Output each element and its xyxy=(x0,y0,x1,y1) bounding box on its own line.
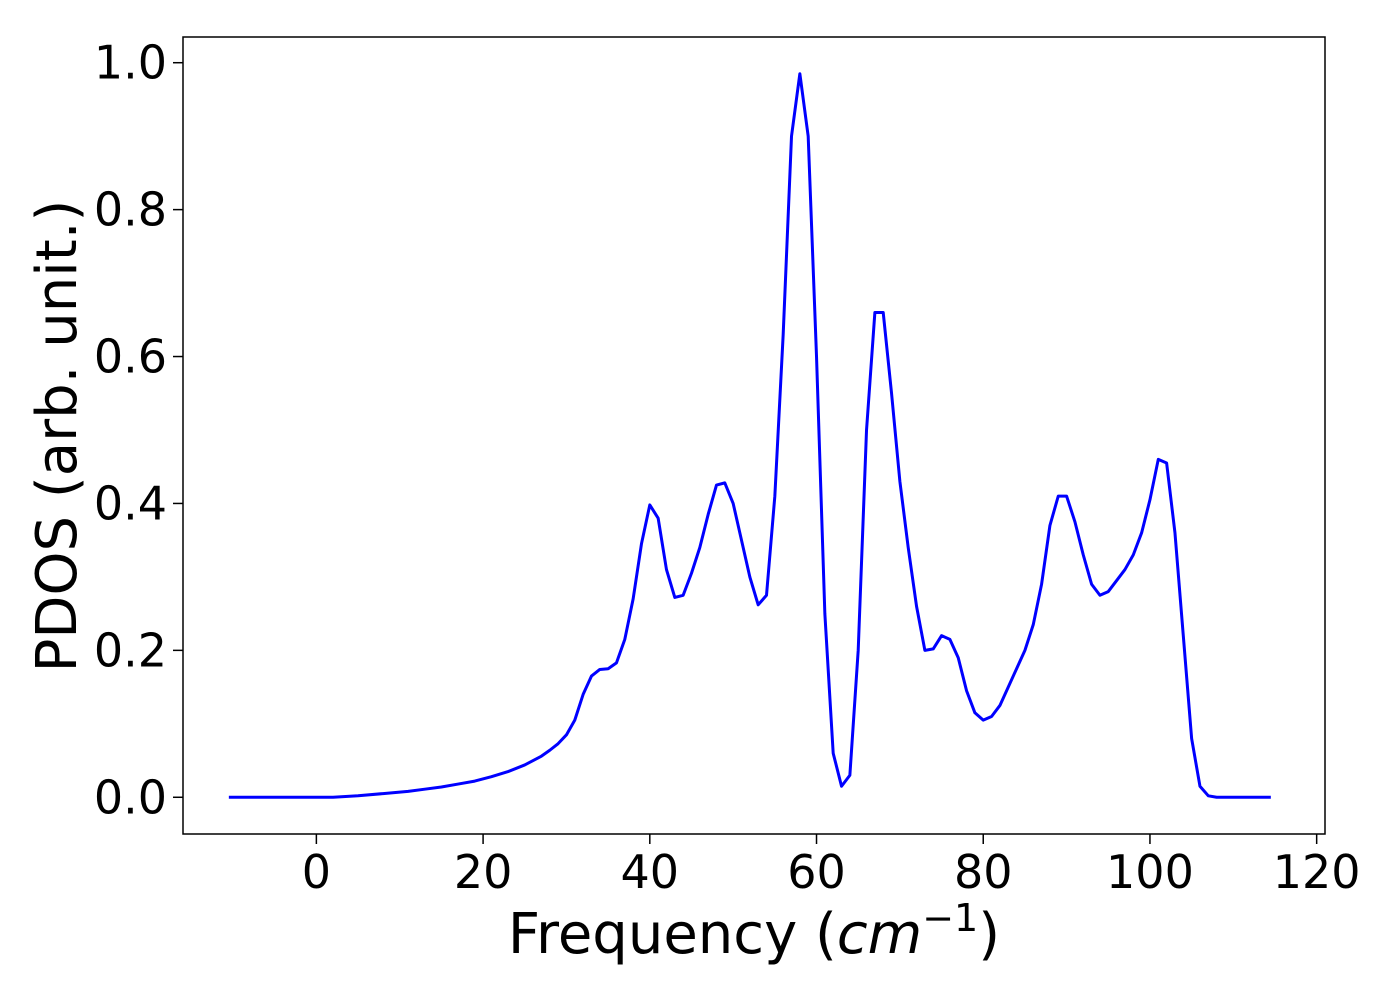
x-tick-label: 40 xyxy=(621,845,680,899)
x-tick-label: 20 xyxy=(454,845,513,899)
x-tick-label: 80 xyxy=(954,845,1013,899)
pdos-series-line xyxy=(228,72,1271,799)
x-axis-ticks: 0 20 40 60 80 100 120 xyxy=(302,834,1361,899)
x-axis-label: Frequency (cm−1) xyxy=(508,896,1000,967)
x-tick-label: 120 xyxy=(1273,845,1361,899)
plot-frame xyxy=(182,36,1326,835)
y-tick-label: 0.6 xyxy=(94,330,167,384)
y-tick-label: 0.4 xyxy=(94,476,167,530)
x-axis-label-text: Frequency xyxy=(508,902,797,967)
y-tick-label: 0.2 xyxy=(94,623,167,677)
y-tick-label: 0.0 xyxy=(94,770,167,824)
y-tick-label: 1.0 xyxy=(94,36,167,90)
y-axis-label: PDOS (arb. unit.) xyxy=(25,200,90,673)
x-axis-label-unit: cm xyxy=(837,902,922,967)
y-axis-ticks: 0.0 0.2 0.4 0.6 0.8 1.0 xyxy=(94,36,183,824)
y-tick-label: 0.8 xyxy=(94,183,167,237)
x-axis-label-exponent: −1 xyxy=(922,896,978,940)
x-tick-label: 60 xyxy=(787,845,846,899)
x-tick-label: 100 xyxy=(1106,845,1194,899)
x-tick-label: 0 xyxy=(302,845,331,899)
